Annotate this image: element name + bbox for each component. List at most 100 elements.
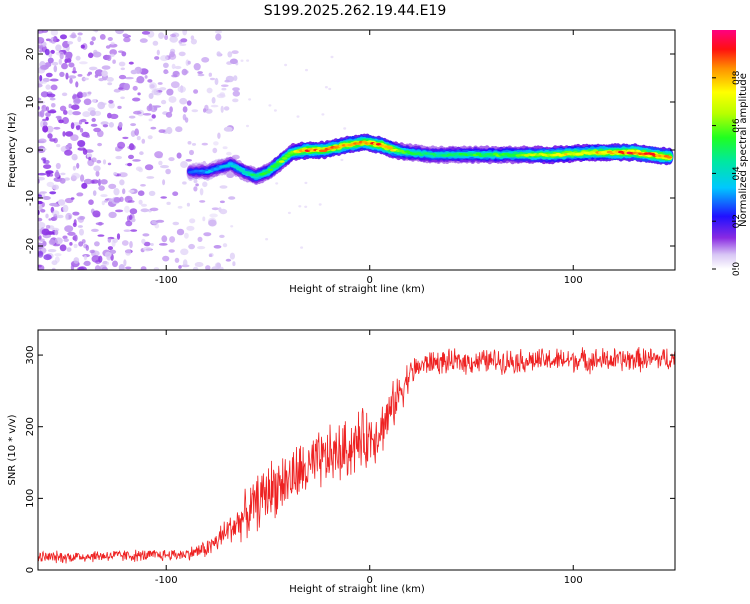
noise-speckle	[156, 155, 163, 159]
noise-speckle	[127, 162, 133, 167]
noise-speckle	[83, 98, 92, 106]
noise-speckle	[102, 124, 109, 128]
noise-speckle	[321, 113, 325, 116]
spectrogram-y-label: Frequency (Hz)	[7, 112, 18, 188]
noise-speckle	[168, 157, 175, 162]
noise-speckle	[69, 242, 73, 246]
noise-speckle	[72, 165, 76, 171]
noise-speckle	[219, 185, 228, 189]
signal-ridge-cell	[264, 170, 271, 174]
noise-speckle	[49, 191, 57, 195]
noise-speckle	[90, 123, 98, 127]
noise-speckle	[38, 264, 42, 268]
noise-speckle	[38, 172, 47, 176]
noise-speckle	[115, 209, 124, 213]
noise-speckle	[107, 246, 113, 251]
noise-speckle	[182, 259, 188, 267]
noise-speckle	[187, 60, 191, 65]
noise-speckle	[110, 41, 115, 46]
noise-speckle	[298, 205, 302, 208]
noise-speckle	[76, 192, 84, 197]
noise-speckle	[228, 196, 236, 200]
noise-speckle	[130, 123, 137, 127]
noise-speckle	[64, 149, 73, 156]
noise-speckle	[97, 234, 105, 237]
noise-speckle	[39, 191, 47, 194]
noise-speckle	[53, 137, 58, 144]
x-tick-label: 0	[367, 275, 373, 286]
noise-speckle	[77, 32, 83, 36]
x-tick-label: 0	[367, 575, 373, 586]
x-tick-label: 100	[564, 575, 583, 586]
noise-speckle	[38, 217, 43, 222]
noise-speckle	[138, 167, 144, 173]
noise-speckle	[101, 200, 105, 206]
noise-speckle	[45, 38, 51, 42]
noise-speckle	[101, 65, 111, 70]
noise-speckle	[211, 97, 216, 104]
noise-speckle	[121, 240, 129, 246]
noise-speckle	[51, 103, 56, 108]
noise-speckle	[65, 72, 69, 80]
noise-speckle	[166, 201, 171, 205]
noise-speckle	[38, 140, 45, 144]
y-tick-label: -10	[25, 190, 36, 206]
noise-speckle	[175, 126, 183, 133]
noise-speckle	[179, 43, 187, 46]
noise-speckle	[38, 200, 43, 205]
noise-speckle	[133, 110, 142, 115]
noise-speckle	[219, 266, 224, 270]
noise-speckle	[218, 207, 222, 213]
noise-speckle	[91, 117, 96, 122]
noise-speckle	[123, 83, 130, 91]
noise-speckle	[100, 121, 109, 126]
noise-speckle	[132, 85, 138, 91]
noise-speckle	[138, 199, 143, 205]
noise-speckle	[43, 121, 48, 127]
noise-speckle	[118, 74, 127, 80]
noise-speckle	[68, 62, 75, 68]
noise-speckle	[208, 219, 217, 227]
noise-speckle	[53, 65, 58, 73]
noise-speckle	[192, 266, 199, 270]
noise-speckle	[144, 164, 154, 171]
noise-speckle	[71, 104, 80, 110]
noise-speckle	[107, 82, 113, 86]
noise-speckle	[79, 228, 84, 236]
noise-speckle	[65, 214, 69, 221]
noise-speckle	[75, 124, 81, 131]
noise-speckle	[186, 100, 192, 106]
signal-ridge-cell	[227, 162, 234, 166]
noise-speckle	[45, 84, 51, 90]
noise-speckle	[77, 74, 83, 77]
noise-speckle	[227, 51, 233, 58]
noise-speckle	[132, 97, 141, 102]
noise-speckle	[83, 77, 89, 81]
noise-speckle	[45, 213, 49, 219]
noise-speckle	[39, 75, 43, 82]
noise-speckle	[130, 229, 138, 232]
noise-speckle	[193, 179, 198, 184]
y-tick-label: 0	[25, 147, 36, 153]
noise-speckle	[156, 49, 160, 56]
noise-speckle	[208, 252, 214, 258]
noise-speckle	[46, 171, 51, 177]
noise-speckle	[284, 63, 288, 67]
x-tick-label: -100	[155, 275, 178, 286]
noise-speckle	[343, 127, 347, 130]
noise-speckle	[51, 267, 56, 270]
noise-speckle	[83, 178, 93, 185]
noise-speckle	[223, 106, 230, 111]
noise-speckle	[162, 179, 166, 186]
noise-speckle	[93, 49, 98, 55]
noise-speckle	[169, 51, 176, 58]
noise-speckle	[108, 99, 114, 104]
x-tick-label: -100	[155, 575, 178, 586]
noise-speckle	[42, 118, 47, 122]
noise-speckle	[104, 251, 112, 258]
noise-speckle	[185, 59, 190, 66]
signal-ridge-cell	[233, 166, 239, 169]
noise-speckle	[324, 86, 328, 89]
noise-speckle	[300, 246, 304, 249]
